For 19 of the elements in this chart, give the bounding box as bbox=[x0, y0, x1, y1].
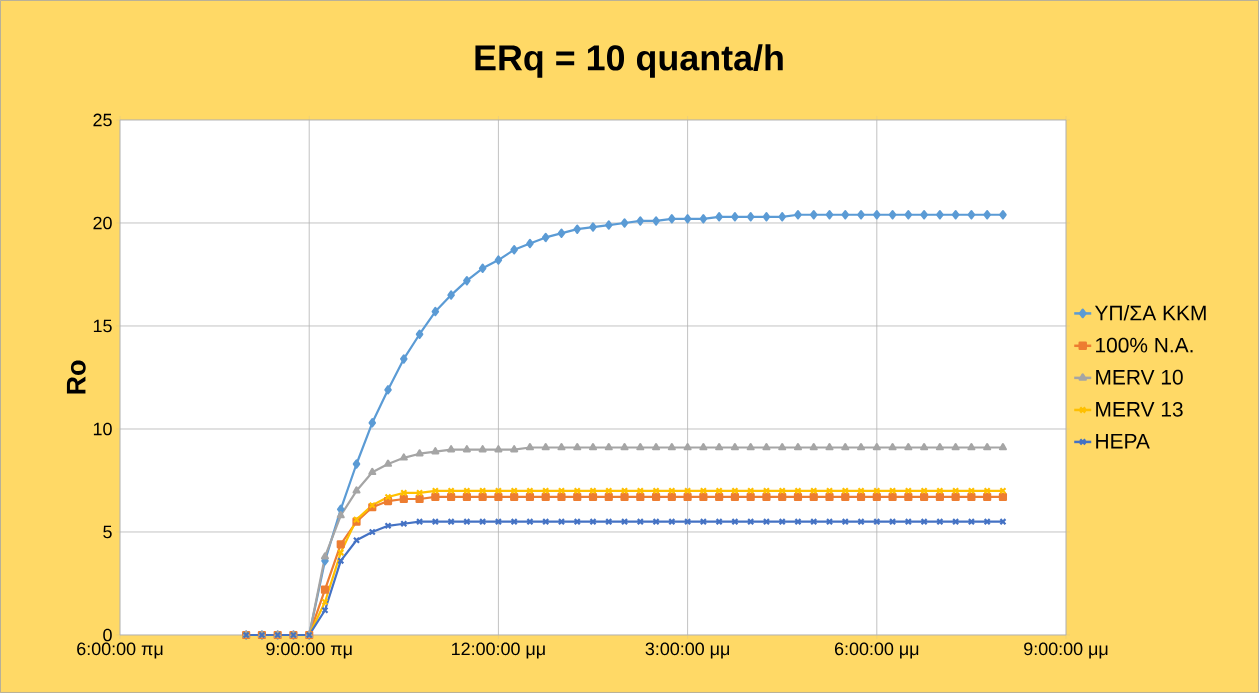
y-tick-label: 15 bbox=[93, 319, 112, 333]
x-tick-label: 9:00:00 μμ bbox=[1024, 642, 1108, 659]
y-axis-title: Ro bbox=[66, 360, 86, 394]
y-tick-label: 5 bbox=[103, 525, 112, 539]
y-tick-label: 25 bbox=[93, 113, 112, 127]
x-tick-label: 3:00:00 μμ bbox=[645, 642, 729, 659]
y-tick-label: 10 bbox=[93, 422, 112, 436]
legend-label: MERV 13 bbox=[1096, 401, 1183, 417]
legend-label: MERV 10 bbox=[1096, 369, 1183, 385]
y-tick-label: 0 bbox=[103, 628, 112, 642]
chart-title: ERq = 10 quanta/h bbox=[475, 44, 783, 78]
legend-label: 100% N.A. bbox=[1096, 337, 1193, 353]
x-tick-label: 12:00:00 μμ bbox=[452, 642, 545, 659]
x-tick-label: 6:00:00 πμ bbox=[77, 642, 163, 659]
y-tick-label: 20 bbox=[93, 216, 112, 230]
legend-label: HEPA bbox=[1096, 433, 1150, 449]
x-tick-label: 6:00:00 μμ bbox=[834, 642, 919, 659]
x-tick-label: 9:00:00 πμ bbox=[266, 642, 352, 659]
legend-label: ΥΠ/ΣΑ ΚΚΜ bbox=[1094, 305, 1206, 321]
